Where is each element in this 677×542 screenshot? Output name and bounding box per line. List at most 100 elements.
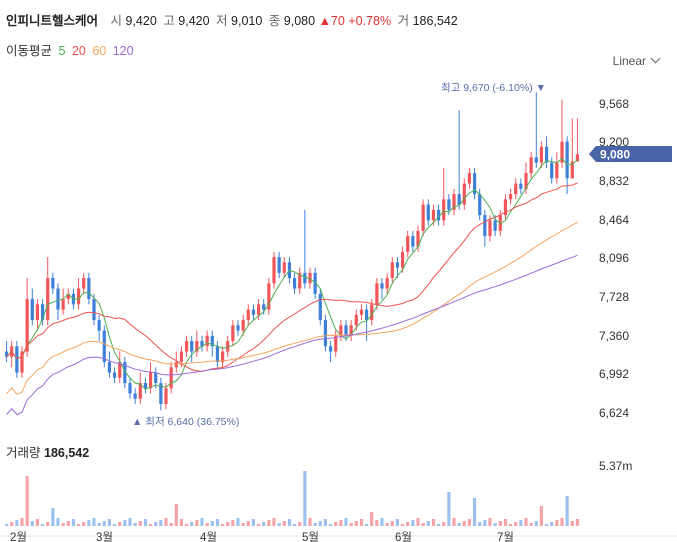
volume-bar [436,524,441,526]
month-label: 6월 [395,531,412,542]
candle-body [508,194,513,200]
candle-body [503,199,508,216]
candle-body [339,325,343,336]
candle-body [478,194,482,216]
volume-bar [174,504,178,526]
moving-average-legend[interactable]: 이동평균 5 20 60 120 [6,40,134,59]
volume-bar [154,522,158,526]
candle-body [112,372,117,378]
candle-body [118,362,122,378]
volume-bar [272,518,276,526]
moving-average-label: 이동평균 [6,44,53,58]
volume-bar [251,519,256,526]
low-value: 9,010 [231,14,263,28]
scale-selector[interactable]: Linear [613,53,661,68]
candle-body [40,304,45,321]
volume-bar [10,522,14,526]
price-tick: 6,992 [599,367,629,381]
price-tick: 9,200 [599,135,629,149]
stock-summary-bar: 인피니트헬스케어 시 9,420 고 9,420 저 9,010 종 9,080… [6,10,458,29]
volume-bar [220,524,225,526]
candle-body [97,320,101,331]
volume-bar [148,524,153,526]
ma-60-label: 60 [92,44,107,58]
volume-bar [395,519,400,526]
candle-body [226,341,230,352]
ma-120-line [6,254,578,416]
volume-bar [344,518,348,526]
month-label: 4월 [200,531,217,542]
volume-panel-value: 186,542 [44,446,90,460]
volume-bar [519,520,523,526]
candle-body [375,283,379,305]
candle-body [447,199,451,210]
candle-body [262,304,266,310]
volume-bar [138,521,142,526]
candle-body [292,278,297,289]
volume-bar [406,522,410,526]
volume-bar [478,522,482,526]
candle-body [210,335,214,347]
volume-bar [184,524,189,526]
volume-bar [236,518,240,526]
volume-bar [164,518,168,526]
candle-body [277,257,281,273]
ma-20-line [6,182,578,373]
stock-name[interactable]: 인피니트헬스케어 [6,14,99,28]
volume-bar [385,523,389,526]
current-price-tag: 9,080 [589,146,672,162]
volume-bar [112,524,117,526]
candle-body [514,183,518,195]
volume-bar [359,519,364,526]
candle-body [529,157,533,174]
candle-body [143,383,148,389]
candle-body [272,257,276,284]
candle-body [426,204,430,221]
price-axis: 9,568 9,200 8,832 8,464 8,096 7,728 7,36… [599,97,629,420]
candle-body [200,341,204,347]
volume-bar [61,523,65,526]
volume-bar [25,476,29,526]
candle-body [215,346,220,363]
volume-bar [46,522,50,526]
candle-body [390,262,394,279]
candle-body [483,215,487,237]
candle-body [282,262,286,273]
candle-body [82,278,86,289]
candle-body [298,272,302,289]
candle-body [154,372,158,384]
current-price-label: 9,080 [600,148,630,162]
volume-bar [539,506,544,526]
candle-body [190,341,194,352]
close-value: 9,080 [283,14,316,28]
candle-body [411,236,415,247]
candle-body [51,278,55,289]
volume-bar [467,519,472,526]
volume-bar [246,521,250,526]
candle-body [359,309,364,315]
volume-bar [364,524,369,526]
volume-bar [508,524,513,526]
candle-body [20,351,24,373]
candle-body [128,383,132,394]
volume-bar [123,520,127,526]
volume-bar [92,518,96,526]
candle-body [519,183,523,189]
volume-bar [323,519,328,526]
candle-body [66,293,70,300]
candle-body [416,230,420,247]
volume-bar [457,523,461,526]
candle-body [406,236,410,252]
volume-bar [40,524,45,526]
candle-body [493,220,497,231]
volume-panel-title: 거래량 186,542 [6,442,89,461]
candle-body [164,388,168,405]
volume-bar [534,521,538,526]
volume-bar [56,518,60,526]
volume-bar [303,471,307,526]
candle-body [349,325,353,336]
candle-body [431,209,436,221]
ma-120-label: 120 [112,44,134,58]
volume-bar [241,523,245,526]
